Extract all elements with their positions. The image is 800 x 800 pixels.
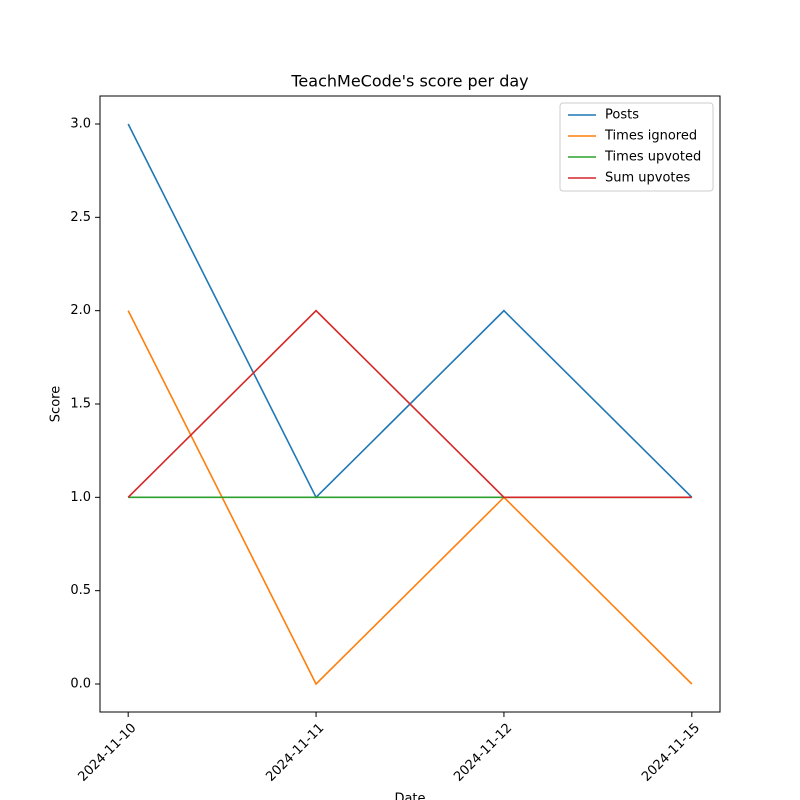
y-tick-label: 2.0	[70, 303, 91, 318]
y-tick-label: 2.5	[70, 210, 91, 225]
x-tick-label: 2024-11-10	[75, 721, 139, 785]
y-axis-label: Score	[49, 386, 64, 422]
y-tick-label: 0.5	[70, 583, 91, 598]
x-tick-label: 2024-11-15	[639, 721, 703, 785]
legend-label: Sum upvotes	[605, 171, 691, 186]
plot-frame	[99, 95, 721, 713]
y-tick-label: 1.0	[70, 490, 91, 505]
y-tick-label: 3.0	[70, 117, 91, 132]
x-tick-label: 2024-11-12	[451, 721, 515, 785]
y-tick-label: 0.0	[70, 677, 91, 692]
x-axis-label: Date	[394, 792, 425, 800]
x-tick-label: 2024-11-11	[263, 721, 327, 785]
legend-label: Posts	[605, 108, 639, 123]
legend-label: Times ignored	[604, 129, 697, 144]
legend-label: Times upvoted	[604, 150, 701, 165]
data-line	[127, 309, 692, 499]
y-tick-label: 1.5	[70, 397, 91, 412]
legend-box	[559, 102, 714, 192]
chart-title: TeachMeCode's score per day	[290, 72, 528, 91]
